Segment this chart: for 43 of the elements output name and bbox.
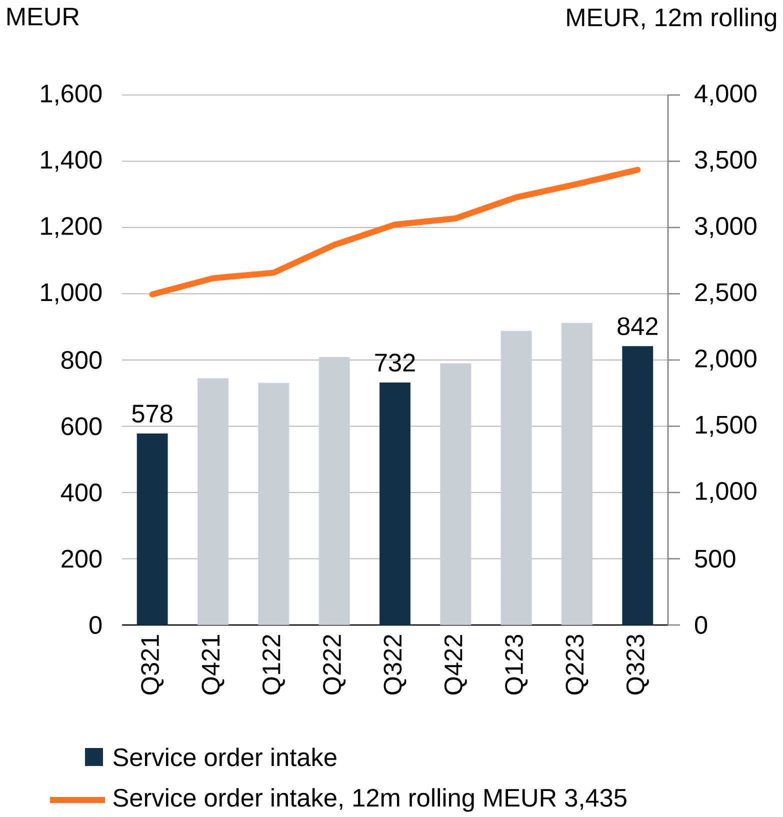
y-tick-label: 1,600: [41, 84, 102, 106]
bar: [380, 382, 410, 625]
x-tick-label: Q421: [202, 634, 224, 694]
x-tick-label: Q323: [626, 634, 649, 694]
x-tick-label: Q223: [566, 634, 588, 694]
x-tick-label: Q321: [141, 634, 164, 694]
y2-tick-label: 500: [695, 550, 736, 568]
y-tick-label: 0: [90, 616, 102, 634]
y-tick-label: 1,400: [41, 150, 102, 172]
y-axis-title: MEUR: [7, 8, 79, 26]
bar: [136, 434, 168, 625]
y2-tick-label: 2,500: [695, 283, 756, 304]
y2-tick-label: 1,500: [696, 416, 756, 437]
y-tick-label: 1,200: [41, 217, 102, 238]
y-tick-label: 400: [60, 484, 102, 502]
bar: [258, 382, 290, 625]
y-tick-label: 1,000: [41, 283, 102, 304]
data-label: 842: [618, 317, 658, 336]
y2-tick-label: 1,000: [696, 482, 756, 503]
data-label: 578: [132, 404, 172, 423]
y-tick-label: 800: [61, 351, 102, 369]
y2-tick-label: 3,500: [694, 150, 756, 172]
x-tick-label: Q122: [262, 634, 285, 694]
y2-tick-label: 4,000: [694, 84, 756, 106]
y2-axis-title: MEUR, 12m rolling: [567, 8, 776, 32]
x-tick-label: Q322: [384, 634, 406, 694]
bar: [622, 346, 654, 625]
x-tick-label: Q222: [323, 634, 346, 694]
y-tick-label: 200: [62, 550, 102, 568]
y2-tick-label: 0: [695, 616, 708, 634]
bar: [318, 357, 350, 625]
y2-tick-label: 2,000: [695, 350, 756, 370]
data-label: 732: [375, 354, 415, 372]
bar: [440, 363, 472, 625]
legend-label: Service order intake: [113, 748, 336, 766]
y2-tick-label: 3,000: [694, 217, 756, 238]
x-tick-label: Q123: [505, 634, 528, 694]
bar: [500, 330, 532, 625]
legend-label: Service order intake, 12m rolling MEUR 3,435: [113, 788, 626, 812]
bar: [198, 378, 228, 625]
x-tick-label: Q422: [444, 634, 467, 694]
bar: [562, 322, 592, 625]
y-tick-label: 600: [62, 417, 102, 436]
